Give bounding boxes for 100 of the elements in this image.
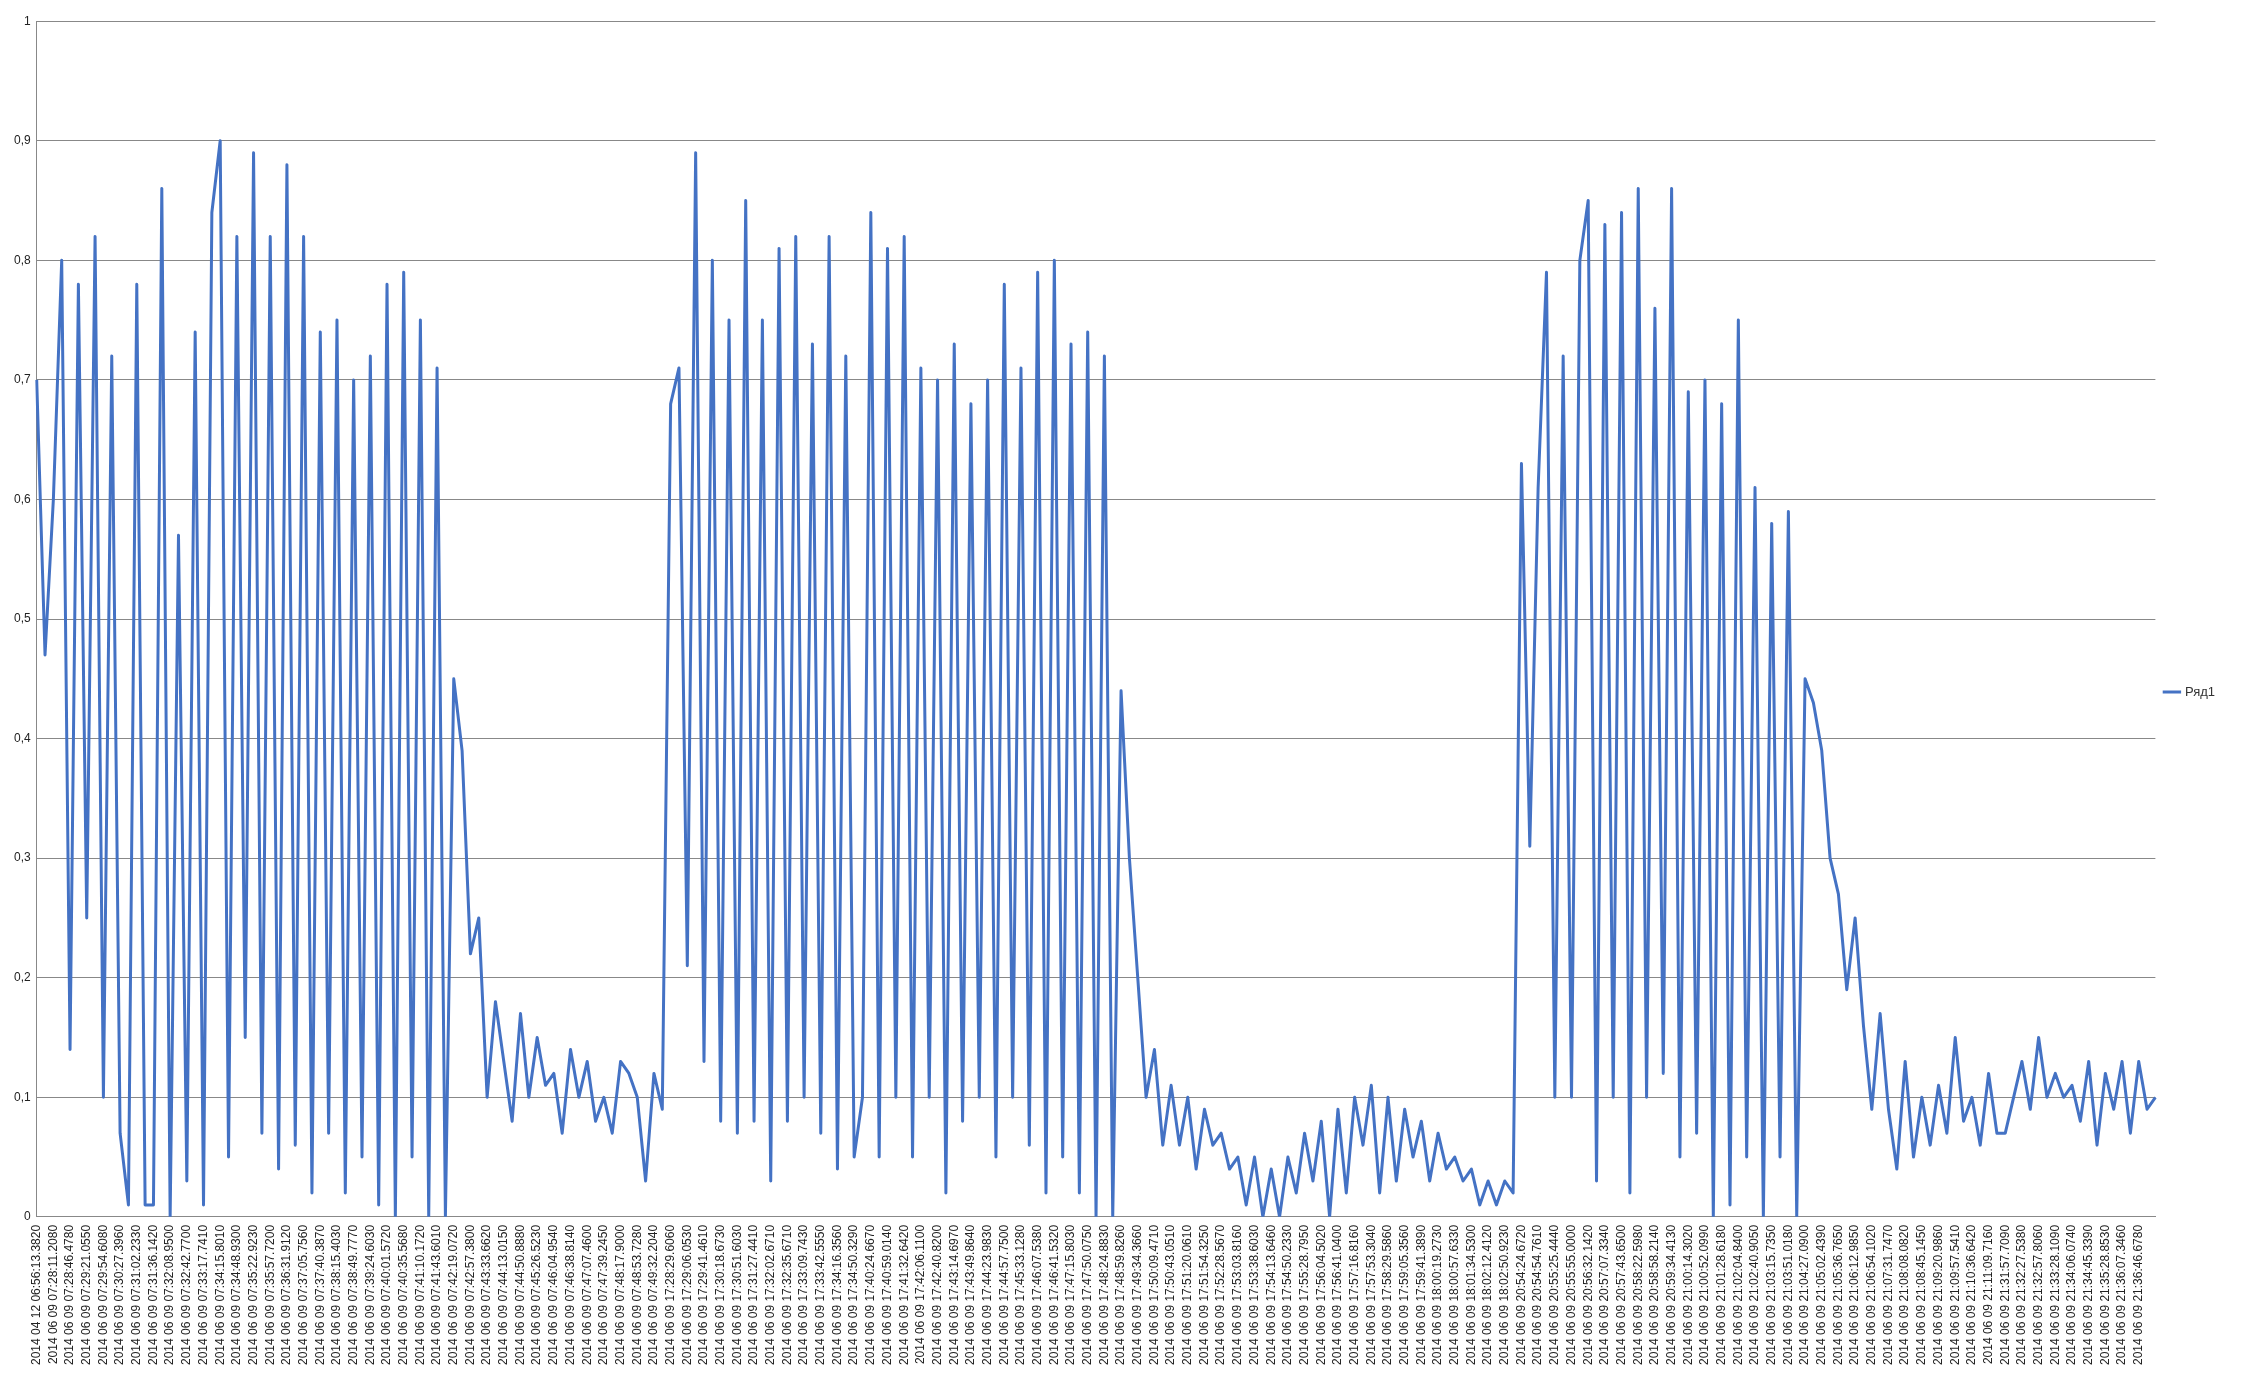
x-tick-label: 2014 06 09 20:57:07.3340 [1597, 1224, 1612, 1366]
x-tick-label: 2014 06 09 17:51:20.0610 [1180, 1224, 1195, 1366]
x-tick-label: 2014 06 09 07:44:13.0150 [496, 1224, 511, 1366]
y-tick-label: 0,5 [13, 611, 31, 626]
x-tick-label: 2014 06 09 21:05:36.7650 [1830, 1224, 1845, 1366]
x-tick-label: 2014 06 09 07:43:33.6620 [479, 1224, 494, 1366]
x-tick-label: 2014 06 09 17:51:54.3250 [1196, 1224, 1211, 1366]
x-tick-label: 2014 06 09 20:57:43.6500 [1613, 1224, 1628, 1366]
x-tick-label: 2014 06 09 20:55:25.4440 [1547, 1224, 1562, 1366]
x-tick-label: 2014 06 09 21:31:57.7090 [1997, 1224, 2012, 1366]
y-tick-label: 0 [23, 1209, 31, 1224]
x-tick-label: 2014 06 09 17:49:34.3660 [1130, 1224, 1145, 1366]
x-tick-label: 2014 06 09 21:03:15.7350 [1764, 1224, 1779, 1366]
x-tick-label: 2014 06 09 07:33:17.7410 [195, 1224, 210, 1366]
x-tick-label: 2014 06 09 07:49:32.2040 [646, 1224, 661, 1366]
x-tick-label: 2014 06 09 20:54:24.6720 [1513, 1224, 1528, 1366]
x-tick-label: 2014 06 09 21:07:31.7470 [1880, 1224, 1895, 1366]
x-tick-label: 2014 06 09 07:42:19.0720 [446, 1224, 461, 1366]
x-tick-label: 2014 06 09 07:32:08.9500 [162, 1224, 177, 1366]
x-tick-label: 2014 06 09 07:28:11.2080 [45, 1224, 60, 1365]
x-tick-label: 2014 06 09 17:29:06.0530 [679, 1224, 694, 1366]
x-tick-label: 2014 06 09 17:34:50.3290 [846, 1224, 861, 1366]
x-tick-label: 2014 06 09 21:33:28.1090 [2047, 1224, 2062, 1366]
x-tick-label: 2014 06 09 17:52:28.5670 [1213, 1224, 1228, 1366]
x-tick-label: 2014 06 09 07:36:31.9120 [279, 1224, 294, 1366]
x-tick-label: 2014 06 09 07:48:53.7280 [629, 1224, 644, 1366]
x-tick-label: 2014 06 09 17:32:02.6710 [763, 1224, 778, 1366]
x-tick-label: 2014 06 09 17:42:06.1100 [913, 1224, 928, 1365]
x-tick-label: 2014 06 09 21:09:57.5410 [1947, 1224, 1962, 1366]
x-tick-label: 2014 06 09 21:02:04.8400 [1730, 1224, 1745, 1366]
x-tick-label: 2014 06 09 17:50:09.4710 [1146, 1224, 1161, 1366]
x-tick-label: 2014 06 09 20:59:34.4130 [1663, 1224, 1678, 1366]
y-tick-label: 0,4 [13, 730, 31, 745]
x-tick-label: 2014 06 09 17:55:28.7950 [1296, 1224, 1311, 1366]
x-tick-label: 2014 06 09 17:58:29.5860 [1380, 1224, 1395, 1366]
x-tick-label: 2014 06 09 17:34:16.3560 [829, 1224, 844, 1366]
x-tick-label: 2014 06 09 07:35:57.7200 [262, 1224, 277, 1366]
x-tick-label: 2014 06 09 07:39:24.6030 [362, 1224, 377, 1366]
x-tick-label: 2014 06 09 21:34:06.0740 [2064, 1224, 2079, 1366]
x-tick-label: 2014 06 09 07:31:36.1420 [145, 1224, 160, 1366]
x-tick-label: 2014 06 09 17:59:05.3560 [1396, 1224, 1411, 1366]
x-tick-label: 2014 06 09 07:31:02.2330 [129, 1224, 144, 1366]
y-tick-label: 0,9 [13, 133, 31, 148]
x-tick-label: 2014 06 09 07:28:46.4780 [62, 1224, 77, 1366]
x-tick-label: 2014 06 09 17:56:41.0400 [1330, 1224, 1345, 1366]
x-tick-label: 2014 06 09 21:04:27.0900 [1797, 1224, 1812, 1366]
x-tick-label: 2014 06 09 21:36:46.6780 [2131, 1224, 2146, 1366]
x-tick-label: 2014 06 09 07:47:39.2450 [596, 1224, 611, 1366]
x-tick-label: 2014 06 09 07:42:57.3800 [462, 1224, 477, 1366]
x-tick-label: 2014 06 09 17:48:59.8260 [1113, 1224, 1128, 1366]
x-tick-label: 2014 06 09 21:00:14.3020 [1680, 1224, 1695, 1366]
y-tick-label: 0,1 [13, 1089, 31, 1104]
x-tick-label: 2014 06 09 07:30:27.3960 [112, 1224, 127, 1366]
x-tick-label: 2014 06 09 18:02:12.4120 [1480, 1224, 1495, 1366]
x-tick-label: 2014 06 09 17:40:59.0140 [879, 1224, 894, 1366]
x-tick-label: 2014 06 09 21:35:28.8530 [2097, 1224, 2112, 1366]
x-tick-label: 2014 06 09 17:41:32.6420 [896, 1224, 911, 1366]
x-tick-label: 2014 06 09 07:45:26.5230 [529, 1224, 544, 1366]
x-tick-label: 2014 06 09 21:08:45.1450 [1914, 1224, 1929, 1366]
y-tick-label: 0,7 [13, 372, 31, 387]
x-tick-label: 2014 06 09 17:54:13.6460 [1263, 1224, 1278, 1366]
x-tick-label: 2014 06 09 17:33:09.7430 [796, 1224, 811, 1366]
x-tick-label: 2014 06 09 07:37:05.7560 [295, 1224, 310, 1366]
x-tick-label: 2014 06 09 07:46:04.9540 [546, 1224, 561, 1366]
x-tick-label: 2014 06 09 07:41:43.6010 [429, 1224, 444, 1366]
x-tick-label: 2014 06 09 07:37:40.3870 [312, 1224, 327, 1366]
x-tick-label: 2014 06 09 17:56:04.5020 [1313, 1224, 1328, 1366]
x-tick-label: 2014 06 09 07:34:15.8010 [212, 1224, 227, 1366]
x-tick-label: 2014 06 09 21:01:28.6180 [1713, 1224, 1728, 1366]
x-tick-label: 2014 06 09 17:32:35.6710 [779, 1224, 794, 1366]
x-tick-label: 2014 06 09 17:57:53.3040 [1363, 1224, 1378, 1366]
x-tick-label: 2014 06 09 17:31:27.4410 [746, 1224, 761, 1366]
x-tick-label: 2014 06 09 17:57:16.8160 [1346, 1224, 1361, 1366]
y-tick-label: 0,3 [13, 850, 31, 865]
x-tick-label: 2014 06 09 07:46:38.8140 [562, 1224, 577, 1366]
x-tick-label: 2014 06 09 21:00:52.0990 [1697, 1224, 1712, 1366]
y-tick-label: 0,8 [13, 252, 31, 267]
x-tick-label: 2014 06 09 17:43:14.6970 [946, 1224, 961, 1366]
x-tick-label: 2014 06 09 07:35:22.9230 [245, 1224, 260, 1366]
x-tick-label: 2014 06 09 07:29:21.0550 [79, 1224, 94, 1366]
x-tick-label: 2014 06 09 07:29:54.6080 [95, 1224, 110, 1366]
x-tick-label: 2014 06 09 17:47:15.8030 [1063, 1224, 1078, 1366]
x-tick-label: 2014 06 09 21:06:12.9850 [1847, 1224, 1862, 1366]
x-tick-label: 2014 06 09 21:02:40.9050 [1747, 1224, 1762, 1366]
x-tick-label: 2014 06 09 07:34:48.9300 [229, 1224, 244, 1366]
x-tick-label: 2014 06 09 07:41:10.1720 [412, 1224, 427, 1366]
x-tick-label: 2014 06 09 17:33:42.5550 [813, 1224, 828, 1366]
x-tick-label: 2014 06 09 21:34:45.3390 [2080, 1224, 2095, 1366]
x-tick-label: 2014 06 09 17:29:41.4610 [696, 1224, 711, 1366]
x-tick-label: 2014 06 09 21:32:57.8060 [2030, 1224, 2045, 1366]
x-tick-label: 2014 06 09 07:38:15.4030 [329, 1224, 344, 1366]
x-tick-label: 2014 06 09 17:43:49.8640 [963, 1224, 978, 1366]
x-tick-label: 2014 06 09 21:09:20.9860 [1930, 1224, 1945, 1366]
y-tick-label: 1 [23, 13, 31, 28]
x-tick-label: 2014 06 09 20:55:55.0000 [1563, 1224, 1578, 1366]
x-tick-label: 2014 06 09 21:05:02.4390 [1814, 1224, 1829, 1366]
x-tick-label: 2014 06 09 07:47:07.4600 [579, 1224, 594, 1366]
x-tick-label: 2014 06 09 18:01:34.5300 [1463, 1224, 1478, 1366]
x-tick-label: 2014 06 09 07:38:49.7770 [345, 1224, 360, 1366]
x-tick-label: 2014 06 09 21:03:51.0180 [1780, 1224, 1795, 1366]
